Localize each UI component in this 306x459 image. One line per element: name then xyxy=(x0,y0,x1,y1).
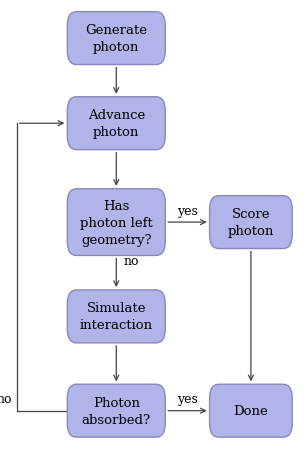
Text: Score
photon: Score photon xyxy=(228,207,274,238)
Text: Done: Done xyxy=(233,404,268,417)
FancyBboxPatch shape xyxy=(67,290,165,343)
FancyBboxPatch shape xyxy=(210,384,292,437)
Text: no: no xyxy=(0,392,12,405)
Text: no: no xyxy=(124,255,140,268)
Text: Generate
photon: Generate photon xyxy=(85,24,147,54)
FancyBboxPatch shape xyxy=(67,12,165,65)
Text: yes: yes xyxy=(177,392,198,405)
Text: Photon
absorbed?: Photon absorbed? xyxy=(82,396,151,426)
Text: yes: yes xyxy=(177,204,198,217)
Text: Advance
photon: Advance photon xyxy=(88,109,145,139)
Text: Has
photon left
geometry?: Has photon left geometry? xyxy=(80,199,153,246)
FancyBboxPatch shape xyxy=(67,97,165,150)
FancyBboxPatch shape xyxy=(67,189,165,256)
FancyBboxPatch shape xyxy=(67,384,165,437)
FancyBboxPatch shape xyxy=(210,196,292,249)
Text: Simulate
interaction: Simulate interaction xyxy=(80,302,153,332)
